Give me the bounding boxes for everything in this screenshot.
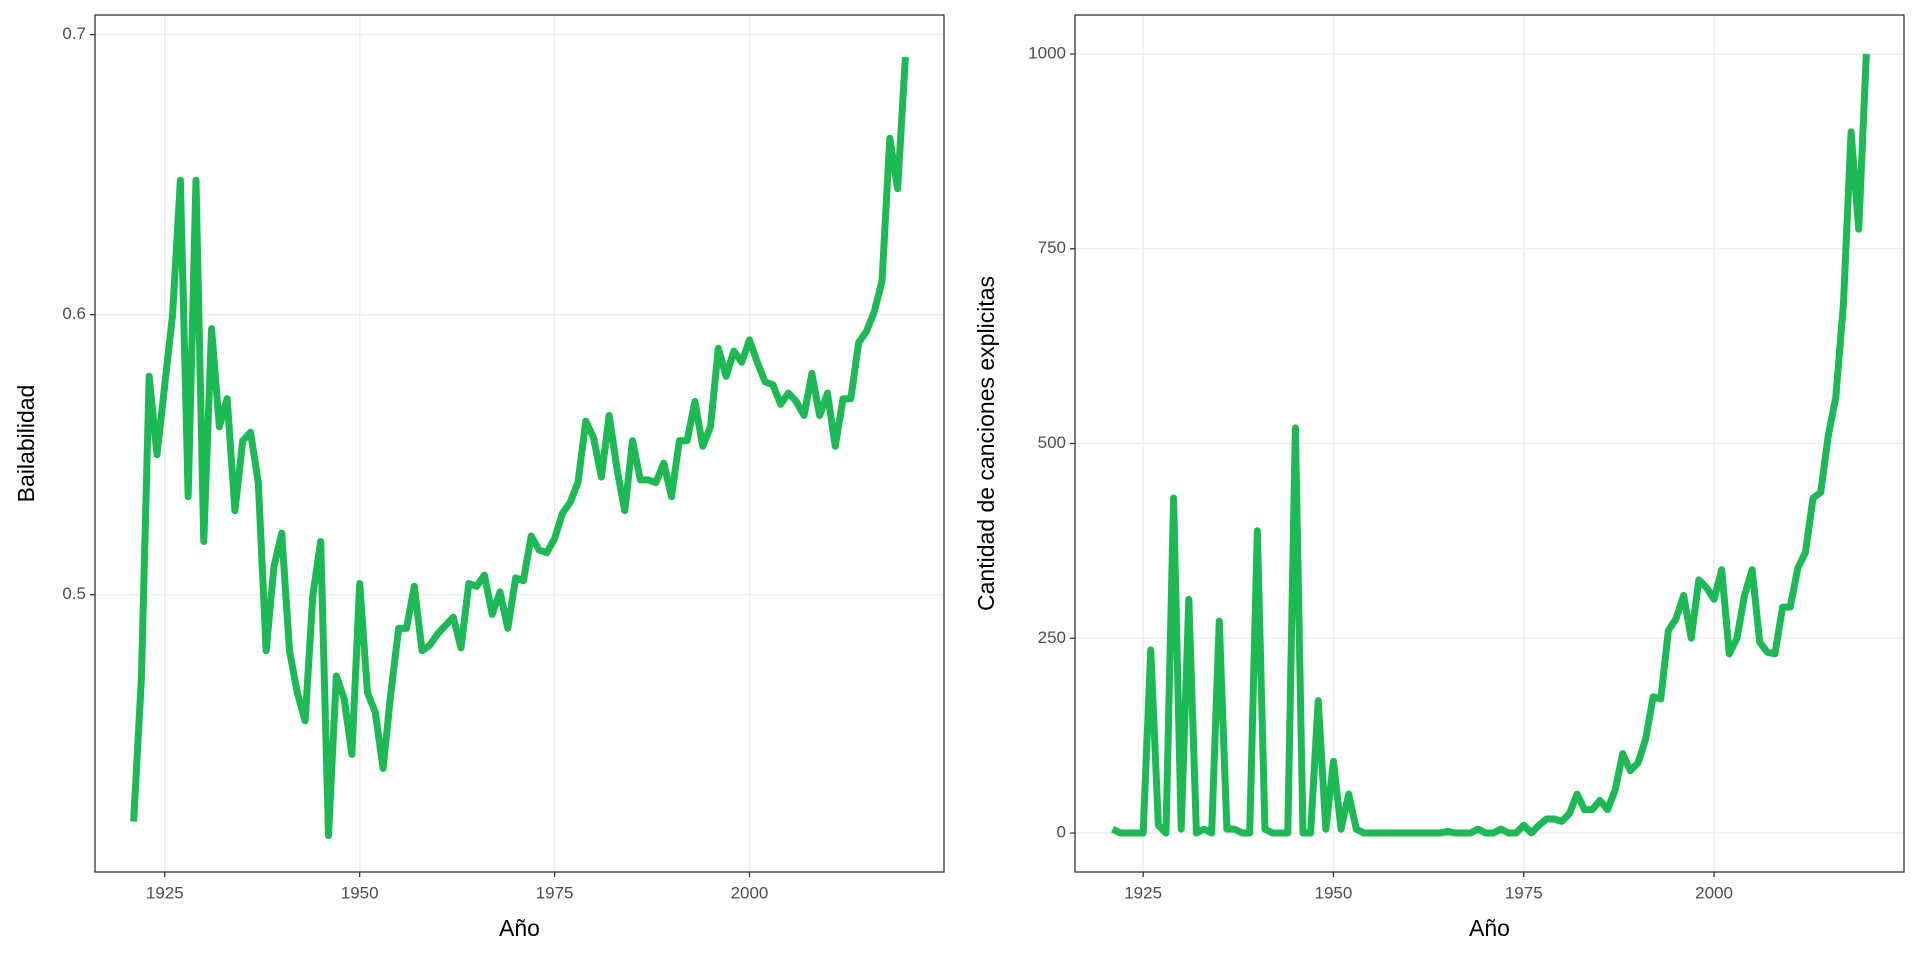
panel-border <box>94 14 945 873</box>
y-tick-label: 1000 <box>1028 43 1066 62</box>
data-line <box>130 56 909 840</box>
y-tick-label: 0 <box>1057 823 1066 842</box>
x-tick-label: 1975 <box>1505 883 1543 902</box>
x-tick-label: 1925 <box>146 883 184 902</box>
y-axis-title: Bailabilidad <box>13 385 39 503</box>
y-tick-label: 250 <box>1038 628 1066 647</box>
x-axis-title: Año <box>499 915 540 941</box>
panel-border <box>1074 14 1905 873</box>
x-tick-label: 2000 <box>731 883 769 902</box>
y-tick-label: 750 <box>1038 238 1066 257</box>
panel <box>95 15 944 872</box>
y-tick-label: 500 <box>1038 433 1066 452</box>
x-tick-label: 2000 <box>1695 883 1733 902</box>
y-tick-label: 0.7 <box>62 24 86 43</box>
y-axis-title: Cantidad de canciones explicitas <box>973 276 999 611</box>
x-tick-label: 1950 <box>1315 883 1353 902</box>
x-axis-title: Año <box>1469 915 1510 941</box>
data-line <box>1111 53 1870 837</box>
x-tick-label: 1975 <box>536 883 574 902</box>
y-tick-label: 0.5 <box>62 584 86 603</box>
x-tick-label: 1950 <box>341 883 379 902</box>
y-tick-label: 0.6 <box>62 304 86 323</box>
x-tick-label: 1925 <box>1124 883 1162 902</box>
